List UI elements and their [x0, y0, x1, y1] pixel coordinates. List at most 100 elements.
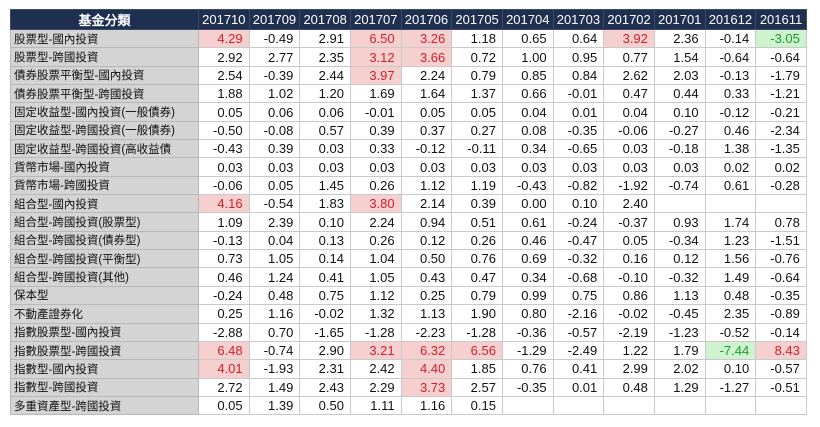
- header-month-201705: 201705: [451, 9, 503, 30]
- return-cell: 0.03: [603, 139, 655, 159]
- return-cell: -0.01: [349, 102, 402, 122]
- return-cell: 0.33: [704, 84, 757, 104]
- return-cell: 2.03: [653, 65, 706, 86]
- return-cell: 0.44: [653, 84, 706, 104]
- header-month-201706: 201706: [400, 9, 453, 30]
- return-cell: 6.32: [400, 340, 453, 361]
- return-cell: 0.73: [198, 249, 250, 269]
- return-cell: 0.25: [400, 285, 453, 306]
- return-cell: 2.72: [198, 377, 250, 397]
- return-cell: 2.57: [451, 377, 503, 397]
- return-cell: -0.45: [653, 304, 706, 324]
- return-cell: 0.51: [451, 212, 503, 232]
- return-cell: 0.10: [704, 359, 757, 379]
- return-cell: 1.54: [653, 47, 706, 67]
- return-cell: 1.74: [704, 212, 757, 232]
- return-cell: -0.57: [552, 322, 605, 342]
- return-cell: 2.54: [198, 65, 250, 86]
- return-cell: 0.02: [755, 157, 807, 177]
- return-cell: -1.51: [755, 230, 807, 251]
- return-cell: -0.32: [552, 249, 605, 269]
- table-row: 不動產證券化 0.25 1.16 -0.02 1.32 1.13 1.90 0.80 -2.16…: [10, 304, 807, 324]
- table-row: 指數股票型-跨國投資 6.48 -0.74 2.90 3.21 6.32 6.56 -1.29…: [10, 340, 807, 361]
- return-cell: -7.44: [704, 340, 757, 361]
- return-cell: -0.06: [198, 175, 250, 196]
- return-cell: 0.05: [451, 102, 503, 122]
- return-cell: -0.39: [248, 65, 301, 86]
- return-cell: -0.52: [704, 322, 757, 342]
- header-month-201707: 201707: [349, 9, 402, 30]
- return-cell: 2.42: [349, 359, 402, 379]
- return-cell: 0.57: [299, 120, 351, 141]
- header-row: 基金分類 201710 201709 201708 201707 201706 20170…: [10, 9, 807, 30]
- return-cell: -0.18: [653, 139, 706, 159]
- return-cell: 2.62: [603, 65, 655, 86]
- return-cell: 0.01: [552, 102, 605, 122]
- return-cell: 0.47: [451, 267, 503, 287]
- fund-category-name: 組合型-跨國投資(股票型): [10, 212, 199, 232]
- return-cell: 0.25: [198, 304, 250, 324]
- return-cell: 0.04: [603, 102, 655, 122]
- return-cell: 0.10: [552, 194, 605, 214]
- return-cell: 1.69: [349, 84, 402, 104]
- return-cell: 2.35: [704, 304, 757, 324]
- return-cell: 0.50: [400, 249, 453, 269]
- fund-category-name: 股票型-跨國投資: [10, 47, 199, 67]
- return-cell: -2.19: [603, 322, 655, 342]
- header-month-201709: 201709: [248, 9, 301, 30]
- return-cell: -0.14: [704, 28, 757, 49]
- return-cell: 1.16: [400, 395, 453, 416]
- return-cell: 2.24: [349, 212, 402, 232]
- return-cell: 0.46: [501, 230, 554, 251]
- return-cell: 1.90: [451, 304, 503, 324]
- return-cell: [755, 194, 807, 214]
- return-cell: 0.70: [248, 322, 301, 342]
- return-cell: 0.61: [704, 175, 757, 196]
- table-body: 股票型-國內投資 4.29 -0.49 2.91 6.50 3.26 1.18 0.65 0.6…: [10, 28, 807, 416]
- return-cell: 1.38: [704, 139, 757, 159]
- return-cell: 0.41: [552, 359, 605, 379]
- return-cell: -1.93: [248, 359, 301, 379]
- return-cell: [653, 194, 706, 214]
- return-cell: 3.80: [349, 194, 402, 214]
- header-month-201702: 201702: [603, 9, 655, 30]
- table-row: 指數型-國內投資 4.01 -1.93 2.31 2.42 4.40 1.85 0.76 0.4…: [10, 359, 807, 379]
- return-cell: 2.02: [653, 359, 706, 379]
- fund-category-name: 貨幣市場-跨國投資: [10, 175, 199, 196]
- return-cell: 0.10: [653, 102, 706, 122]
- return-cell: 0.41: [299, 267, 351, 287]
- fund-category-name: 組合型-跨國投資(債券型): [10, 230, 199, 251]
- return-cell: 0.76: [451, 249, 503, 269]
- return-cell: -0.64: [755, 47, 807, 67]
- return-cell: 3.12: [349, 47, 402, 67]
- return-cell: -0.65: [552, 139, 605, 159]
- return-cell: 0.03: [451, 157, 503, 177]
- return-cell: 1.83: [299, 194, 351, 214]
- fund-category-name: 組合型-跨國投資(平衡型): [10, 249, 199, 269]
- return-cell: -0.24: [552, 212, 605, 232]
- return-cell: -2.34: [755, 120, 807, 141]
- return-cell: 1.49: [248, 377, 301, 397]
- return-cell: -0.76: [755, 249, 807, 269]
- return-cell: -0.08: [248, 120, 301, 141]
- table-row: 指數股票型-國內投資 -2.88 0.70 -1.65 -1.28 -2.23 -1.28-…: [10, 322, 807, 342]
- table-row: 股票型-跨國投資 2.92 2.77 2.35 3.12 3.66 0.72 1.00 0.95…: [10, 47, 807, 67]
- return-cell: 8.43: [755, 340, 807, 361]
- return-cell: 1.05: [248, 249, 301, 269]
- return-cell: 2.40: [603, 194, 655, 214]
- fund-returns-table: 基金分類 201710 201709 201708 201707 201706 20170…: [10, 9, 807, 416]
- return-cell: 1.29: [653, 377, 706, 397]
- return-cell: 0.85: [501, 65, 554, 86]
- table-row: 保本型 -0.24 0.48 0.75 1.12 0.25 0.79 0.99 0.75 0.86…: [10, 285, 807, 306]
- return-cell: 0.05: [603, 230, 655, 251]
- header-month-201708: 201708: [299, 9, 351, 30]
- table-header: 基金分類 201710 201709 201708 201707 201706 20170…: [10, 9, 807, 30]
- return-cell: -0.32: [653, 267, 706, 287]
- header-month-201701: 201701: [653, 9, 706, 30]
- return-cell: -1.23: [653, 322, 706, 342]
- return-cell: -0.13: [198, 230, 250, 251]
- fund-category-name: 固定收益型-國內投資(一般債券): [10, 102, 199, 122]
- return-cell: -2.49: [552, 340, 605, 361]
- return-cell: -1.27: [704, 377, 757, 397]
- return-cell: 0.26: [349, 230, 402, 251]
